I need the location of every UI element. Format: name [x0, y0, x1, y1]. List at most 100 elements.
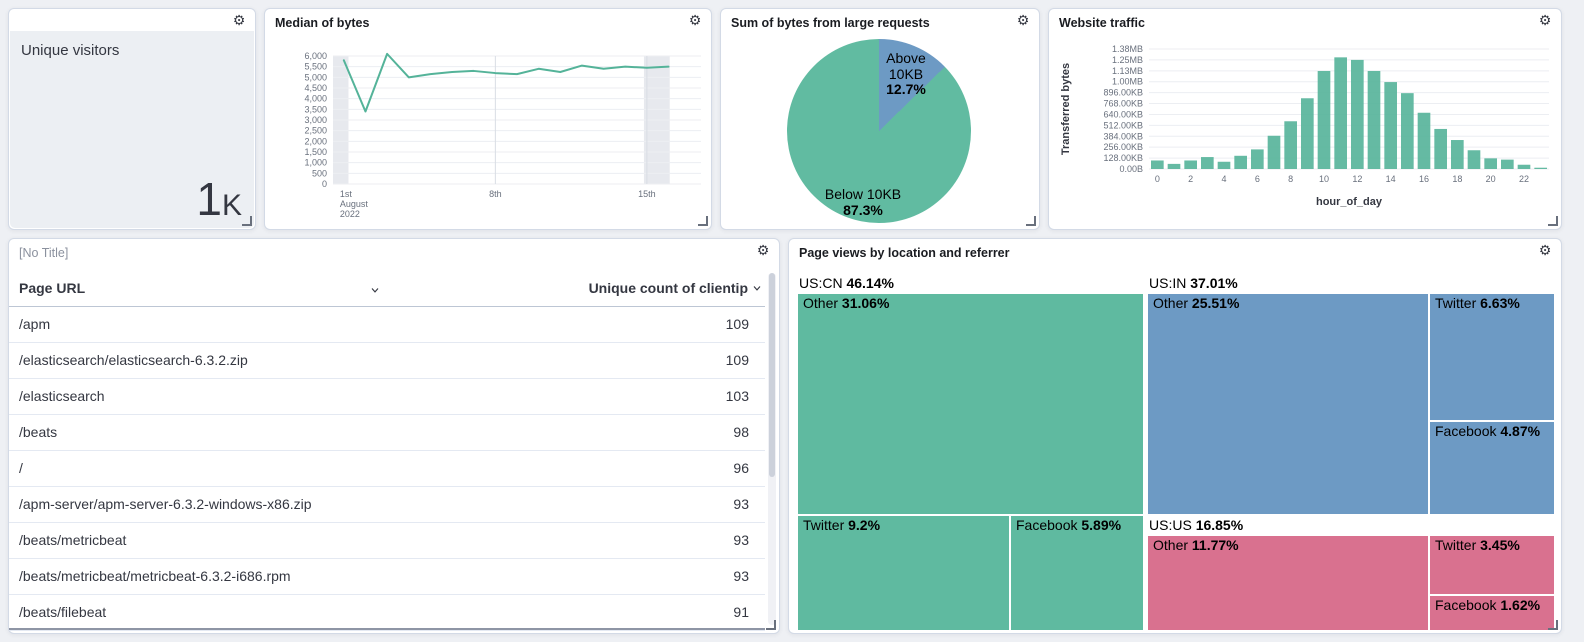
svg-text:0: 0: [1155, 174, 1160, 184]
pie-slice-label: Above 10KB 12.7%: [886, 50, 926, 97]
page-url-cell: /beats/filebeat: [19, 604, 107, 620]
svg-text:500: 500: [312, 168, 327, 178]
table-row: /beats/metricbeat 93: [9, 523, 765, 559]
svg-text:2022: 2022: [340, 209, 360, 219]
treemap-group-label: US:US 16.85%: [1149, 517, 1244, 533]
treemap-cell-facebook[interactable]: Facebook 4.87%: [1429, 421, 1555, 515]
column-header-page-url[interactable]: Page URL: [19, 280, 86, 296]
panel-title: Unique visitors: [21, 42, 120, 59]
panel-title[interactable]: [No Title]: [19, 246, 69, 260]
metric-unit: K: [221, 189, 242, 222]
gear-icon[interactable]: ⚙︎: [1538, 243, 1552, 259]
panel-title[interactable]: Website traffic: [1059, 16, 1145, 30]
svg-text:10: 10: [1319, 174, 1329, 184]
svg-text:Transferred bytes: Transferred bytes: [1060, 63, 1072, 155]
unique-count-cell: 96: [733, 460, 749, 476]
table-row: /elasticsearch/elasticsearch-6.3.2.zip 10…: [9, 343, 765, 379]
unique-count-cell: 98: [733, 424, 749, 440]
svg-text:18: 18: [1452, 174, 1462, 184]
svg-text:1.13MB: 1.13MB: [1112, 66, 1143, 76]
bytes-pie-chart[interactable]: Above 10KB 12.7% Below 10KB 87.3%: [721, 9, 1039, 229]
svg-text:2,500: 2,500: [304, 126, 327, 136]
treemap-group-label: US:CN 46.14%: [799, 275, 894, 291]
treemap-cell-twitter[interactable]: Twitter 6.63%: [1429, 293, 1555, 421]
svg-text:12: 12: [1352, 174, 1362, 184]
svg-text:1,000: 1,000: [304, 158, 327, 168]
page-url-cell: /elasticsearch: [19, 388, 105, 404]
treemap-cell-facebook[interactable]: Facebook 1.62%: [1429, 595, 1555, 631]
chevron-down-icon[interactable]: [369, 283, 381, 301]
svg-text:0.00B: 0.00B: [1119, 164, 1143, 174]
panel-title[interactable]: Median of bytes: [275, 16, 370, 30]
panel-page-url-table: [No Title] ⚙︎ Page URL Unique count of c…: [8, 238, 780, 634]
column-header-unique-count[interactable]: Unique count of clientip: [589, 280, 763, 296]
svg-text:4,500: 4,500: [304, 83, 327, 93]
svg-text:hour_of_day: hour_of_day: [1316, 196, 1383, 208]
treemap-cell-twitter[interactable]: Twitter 9.2%: [797, 515, 1010, 631]
unique-count-cell: 103: [725, 388, 749, 404]
svg-text:4: 4: [1221, 174, 1226, 184]
page-url-cell: /beats/metricbeat/metricbeat-6.3.2-i686.…: [19, 568, 291, 584]
page-url-cell: /apm-server/apm-server-6.3.2-windows-x86…: [19, 496, 312, 512]
svg-text:768.00KB: 768.00KB: [1103, 99, 1143, 109]
gear-icon[interactable]: ⚙︎: [1538, 13, 1552, 29]
treemap-cell-twitter[interactable]: Twitter 3.45%: [1429, 535, 1555, 595]
table-row: /elasticsearch 103: [9, 379, 765, 415]
metric-background: Unique visitors 1K: [10, 31, 254, 228]
svg-text:896.00KB: 896.00KB: [1103, 88, 1143, 98]
vertical-scrollbar[interactable]: [768, 273, 776, 625]
svg-text:1st: 1st: [340, 189, 353, 199]
resize-handle-icon[interactable]: [1026, 216, 1036, 226]
treemap-chart: US:CN 46.14% Other 31.06% Twitter 9.2% Face…: [797, 273, 1555, 631]
resize-handle-icon[interactable]: [766, 620, 776, 630]
svg-text:5,500: 5,500: [304, 62, 327, 72]
table-row: /beats/metricbeat/metricbeat-6.3.2-i686.…: [9, 559, 765, 595]
treemap-cell-other[interactable]: Other 25.51%: [1147, 293, 1429, 515]
treemap-cell-other[interactable]: Other 11.77%: [1147, 535, 1429, 631]
treemap-cell-facebook[interactable]: Facebook 5.89%: [1010, 515, 1144, 631]
svg-text:256.00KB: 256.00KB: [1103, 142, 1143, 152]
gear-icon[interactable]: ⚙︎: [1016, 13, 1030, 29]
resize-handle-icon[interactable]: [1548, 620, 1558, 630]
svg-text:22: 22: [1519, 174, 1529, 184]
svg-text:August: August: [340, 199, 369, 209]
svg-text:16: 16: [1419, 174, 1429, 184]
svg-text:3,000: 3,000: [304, 115, 327, 125]
gear-icon[interactable]: ⚙︎: [232, 13, 246, 29]
scrollbar-thumb[interactable]: [769, 273, 775, 478]
table-bottom-divider: [9, 628, 765, 630]
resize-handle-icon[interactable]: [242, 216, 252, 226]
svg-text:512.00KB: 512.00KB: [1103, 120, 1143, 130]
resize-handle-icon[interactable]: [1548, 216, 1558, 226]
metric-number: 1: [196, 173, 222, 225]
page-url-cell: /beats/metricbeat: [19, 532, 127, 548]
panel-title[interactable]: Page views by location and referrer: [799, 246, 1010, 260]
unique-count-cell: 93: [733, 496, 749, 512]
unique-count-cell: 109: [725, 316, 749, 332]
page-url-cell: /: [19, 460, 23, 476]
pie-slice-label: Below 10KB 87.3%: [824, 186, 902, 218]
svg-text:6: 6: [1255, 174, 1260, 184]
table-row: /beats/filebeat 91: [9, 595, 765, 631]
unique-count-cell: 109: [725, 352, 749, 368]
website-traffic-bar-chart[interactable]: 0.00B128.00KB256.00KB384.00KB512.00KB640…: [1049, 9, 1561, 229]
panel-title[interactable]: Sum of bytes from large requests: [731, 16, 930, 30]
table-row: / 96: [9, 451, 765, 487]
svg-text:128.00KB: 128.00KB: [1103, 153, 1143, 163]
svg-text:640.00KB: 640.00KB: [1103, 109, 1143, 119]
svg-text:1.25MB: 1.25MB: [1112, 55, 1143, 65]
table-header: Page URL Unique count of clientip: [9, 269, 765, 307]
resize-handle-icon[interactable]: [698, 216, 708, 226]
panel-unique-visitors: ⚙︎ Unique visitors 1K: [8, 8, 256, 230]
gear-icon[interactable]: ⚙︎: [688, 13, 702, 29]
pie-chart[interactable]: [787, 39, 971, 223]
svg-text:1,500: 1,500: [304, 147, 327, 157]
panel-median-bytes: Median of bytes ⚙︎ 0 500 1,000 1,500 2,000 2,…: [264, 8, 712, 230]
table-row: /beats 98: [9, 415, 765, 451]
treemap-cell-other[interactable]: Other 31.06%: [797, 293, 1144, 515]
gear-icon[interactable]: ⚙︎: [756, 243, 770, 259]
median-bytes-line-chart[interactable]: 05001,0001,5002,0002,5003,0003,5004,0004…: [265, 9, 711, 229]
svg-text:5,000: 5,000: [304, 72, 327, 82]
svg-text:3,500: 3,500: [304, 104, 327, 114]
table-body: /apm 109/elasticsearch/elasticsearch-6.3.…: [9, 307, 765, 631]
